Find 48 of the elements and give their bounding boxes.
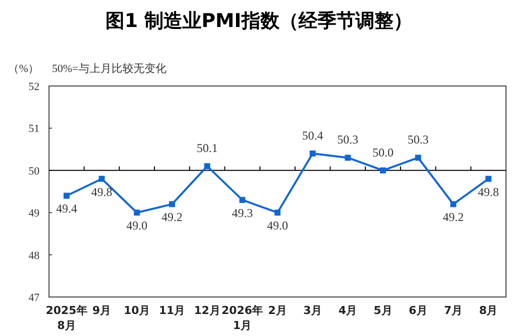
x-tick-label: 4月 <box>338 304 358 317</box>
y-tick-label: 51 <box>28 123 40 136</box>
point <box>204 163 210 170</box>
x-tick-label: 12月 <box>194 304 220 317</box>
data-label: 50.0 <box>372 145 394 160</box>
x-tick-label: 10月 <box>124 304 150 317</box>
point <box>485 176 492 182</box>
x-tick-label: 2026年 1月 <box>222 304 264 332</box>
x-tick-label: 9月 <box>92 304 112 317</box>
data-label: 50.4 <box>302 128 324 143</box>
title: 图1 制造业PMI指数（经季节调整） <box>106 10 412 32</box>
x-tick-label: 6月 <box>408 304 428 317</box>
point <box>344 154 351 161</box>
point <box>310 150 316 157</box>
point <box>274 210 280 216</box>
data-label: 49.3 <box>232 206 253 220</box>
y-tick-label: 52 <box>28 81 40 93</box>
data-label: 49.0 <box>267 218 288 233</box>
y-tick-label: 47 <box>28 292 40 304</box>
point <box>64 192 70 199</box>
ylabel: （%） <box>8 63 40 75</box>
point <box>98 176 105 182</box>
x-tick-label: 3月 <box>303 304 322 317</box>
point <box>380 167 386 174</box>
point <box>450 201 456 208</box>
point <box>415 154 422 161</box>
point <box>239 196 246 203</box>
y-tick-label: 48 <box>28 250 40 262</box>
x-tick-label: 2025年 8月 <box>46 304 88 332</box>
data-label: 50.3 <box>408 132 429 147</box>
point <box>134 210 140 216</box>
data-label: 49.2 <box>442 210 464 224</box>
data-label: 50.1 <box>196 141 218 156</box>
data-label: 49.0 <box>126 218 148 233</box>
point <box>169 201 176 208</box>
x-tick-label: 8月 <box>479 304 498 317</box>
data-label: 49.2 <box>162 210 183 224</box>
x-tick-label: 2月 <box>268 304 287 317</box>
data-label: 49.8 <box>478 184 499 199</box>
data-label: 49.4 <box>56 202 78 216</box>
y-tick-label: 49 <box>28 208 40 220</box>
x-tick-label: 7月 <box>444 304 463 317</box>
x-tick-label: 5月 <box>374 304 392 317</box>
y-tick-label: 50 <box>28 165 40 178</box>
annotation: 50%=与上月比较无变化 <box>52 63 166 75</box>
x-tick-label: 11月 <box>158 304 186 317</box>
data-label: 49.8 <box>91 184 112 199</box>
data-label: 50.3 <box>337 132 358 147</box>
